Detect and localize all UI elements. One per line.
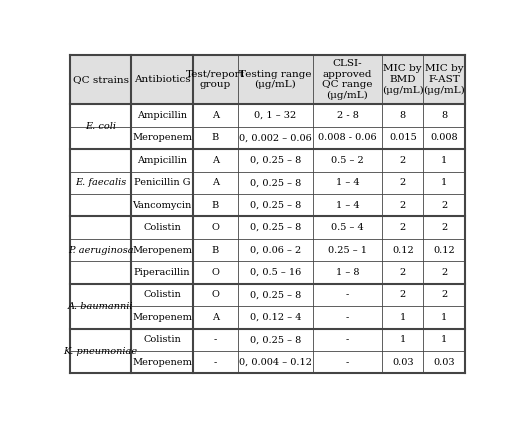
Text: 1 – 4: 1 – 4 bbox=[336, 201, 359, 209]
Text: 0, 0.25 – 8: 0, 0.25 – 8 bbox=[250, 290, 301, 299]
Text: 2: 2 bbox=[441, 223, 447, 232]
Text: 1: 1 bbox=[400, 313, 406, 322]
Text: -: - bbox=[346, 290, 349, 299]
Text: 2: 2 bbox=[441, 201, 447, 209]
Bar bbox=[70, 55, 465, 104]
Text: 0.5 – 2: 0.5 – 2 bbox=[331, 156, 364, 165]
Text: Ampicillin: Ampicillin bbox=[137, 111, 187, 120]
Text: -: - bbox=[213, 358, 217, 367]
Text: 0, 0.004 – 0.12: 0, 0.004 – 0.12 bbox=[239, 358, 312, 367]
Text: Testing range
(μg/mL): Testing range (μg/mL) bbox=[239, 70, 312, 89]
Text: 0.5 – 4: 0.5 – 4 bbox=[331, 223, 364, 232]
Text: B: B bbox=[211, 133, 219, 142]
Text: Colistin: Colistin bbox=[143, 290, 181, 299]
Text: 2: 2 bbox=[400, 178, 406, 187]
Text: 0.12: 0.12 bbox=[392, 245, 413, 254]
Text: 2 - 8: 2 - 8 bbox=[337, 111, 359, 120]
Text: -: - bbox=[346, 335, 349, 344]
Text: Ampicillin: Ampicillin bbox=[137, 156, 187, 165]
Text: 0.25 – 1: 0.25 – 1 bbox=[328, 245, 367, 254]
Text: E. faecalis: E. faecalis bbox=[75, 178, 126, 187]
Text: 2: 2 bbox=[441, 268, 447, 277]
Text: Meropenem: Meropenem bbox=[132, 245, 192, 254]
Text: 0.03: 0.03 bbox=[433, 358, 455, 367]
Text: P. aeruginosa: P. aeruginosa bbox=[68, 245, 134, 254]
Text: A: A bbox=[212, 313, 219, 322]
Text: 0, 0.002 – 0.06: 0, 0.002 – 0.06 bbox=[239, 133, 312, 142]
Text: A: A bbox=[212, 178, 219, 187]
Text: 0.008: 0.008 bbox=[431, 133, 458, 142]
Text: Meropenem: Meropenem bbox=[132, 313, 192, 322]
Text: O: O bbox=[211, 223, 219, 232]
Text: 0, 0.12 – 4: 0, 0.12 – 4 bbox=[250, 313, 301, 322]
Text: MIC by
BMD
(μg/mL): MIC by BMD (μg/mL) bbox=[382, 64, 424, 95]
Text: O: O bbox=[211, 290, 219, 299]
Text: 0.015: 0.015 bbox=[389, 133, 417, 142]
Text: 0.008 - 0.06: 0.008 - 0.06 bbox=[318, 133, 377, 142]
Text: A: A bbox=[212, 111, 219, 120]
Text: 0, 0.25 – 8: 0, 0.25 – 8 bbox=[250, 156, 301, 165]
Text: B: B bbox=[211, 245, 219, 254]
Text: E. coli: E. coli bbox=[85, 122, 116, 131]
Text: 1: 1 bbox=[441, 178, 447, 187]
Text: 0, 0.5 – 16: 0, 0.5 – 16 bbox=[250, 268, 301, 277]
Text: Colistin: Colistin bbox=[143, 335, 181, 344]
Text: Penicillin G: Penicillin G bbox=[134, 178, 190, 187]
Text: 1: 1 bbox=[441, 335, 447, 344]
Text: 8: 8 bbox=[400, 111, 406, 120]
Text: Meropenem: Meropenem bbox=[132, 358, 192, 367]
Bar bbox=[70, 104, 465, 374]
Text: CLSI-
approved
QC range
(μg/mL): CLSI- approved QC range (μg/mL) bbox=[322, 59, 373, 100]
Text: 0, 0.06 – 2: 0, 0.06 – 2 bbox=[250, 245, 301, 254]
Text: MIC by
F-AST
(μg/mL): MIC by F-AST (μg/mL) bbox=[423, 64, 465, 95]
Text: 2: 2 bbox=[400, 201, 406, 209]
Text: 8: 8 bbox=[441, 111, 447, 120]
Text: 1: 1 bbox=[441, 313, 447, 322]
Text: K. pneumoniae: K. pneumoniae bbox=[64, 346, 138, 355]
Text: O: O bbox=[211, 268, 219, 277]
Text: Vancomycin: Vancomycin bbox=[132, 201, 192, 209]
Text: 2: 2 bbox=[400, 156, 406, 165]
Text: A. baumannii: A. baumannii bbox=[68, 301, 134, 311]
Text: 0.12: 0.12 bbox=[433, 245, 455, 254]
Text: 0, 0.25 – 8: 0, 0.25 – 8 bbox=[250, 223, 301, 232]
Text: 2: 2 bbox=[441, 290, 447, 299]
Text: 2: 2 bbox=[400, 223, 406, 232]
Text: Piperacillin: Piperacillin bbox=[134, 268, 190, 277]
Text: -: - bbox=[213, 335, 217, 344]
Text: 1: 1 bbox=[441, 156, 447, 165]
Text: 2: 2 bbox=[400, 290, 406, 299]
Text: 0, 1 – 32: 0, 1 – 32 bbox=[254, 111, 296, 120]
Text: 0, 0.25 – 8: 0, 0.25 – 8 bbox=[250, 335, 301, 344]
Text: 1 – 8: 1 – 8 bbox=[336, 268, 359, 277]
Text: Test/report
group: Test/report group bbox=[186, 70, 245, 89]
Text: Colistin: Colistin bbox=[143, 223, 181, 232]
Text: Antibiotics: Antibiotics bbox=[134, 75, 190, 84]
Text: B: B bbox=[211, 201, 219, 209]
Text: 2: 2 bbox=[400, 268, 406, 277]
Text: 0, 0.25 – 8: 0, 0.25 – 8 bbox=[250, 201, 301, 209]
Text: A: A bbox=[212, 156, 219, 165]
Text: 0, 0.25 – 8: 0, 0.25 – 8 bbox=[250, 178, 301, 187]
Text: 1: 1 bbox=[400, 335, 406, 344]
Text: QC strains: QC strains bbox=[73, 75, 129, 84]
Text: 0.03: 0.03 bbox=[392, 358, 413, 367]
Text: Meropenem: Meropenem bbox=[132, 133, 192, 142]
Text: 1 – 4: 1 – 4 bbox=[336, 178, 359, 187]
Text: -: - bbox=[346, 358, 349, 367]
Text: -: - bbox=[346, 313, 349, 322]
